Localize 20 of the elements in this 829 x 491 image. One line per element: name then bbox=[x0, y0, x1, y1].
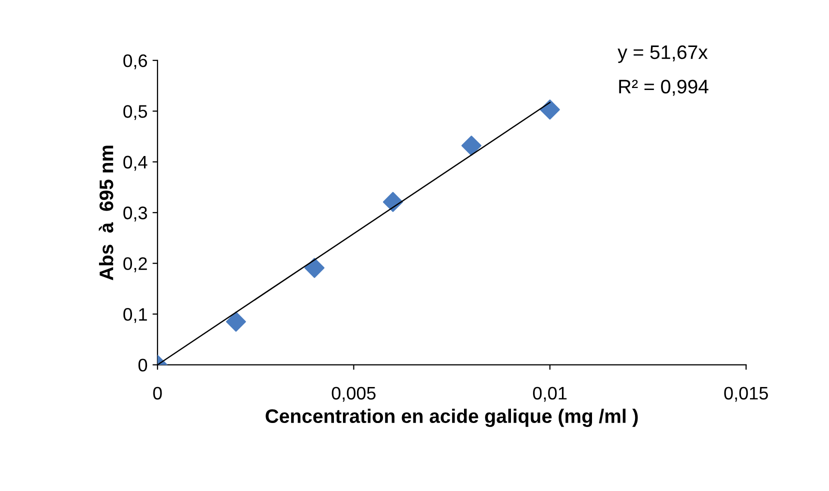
point bbox=[226, 312, 246, 332]
y-tick-label: 0 bbox=[138, 358, 148, 372]
annotation: R² = 0,994 bbox=[619, 80, 708, 96]
point bbox=[540, 100, 560, 120]
y-tick-label: 0,1 bbox=[123, 308, 147, 323]
x-tick-label: 0,015 bbox=[724, 386, 768, 402]
x-tick-label: 0,005 bbox=[332, 386, 376, 402]
y-tick-label: 0,4 bbox=[123, 156, 148, 171]
y-tick-label: 0,3 bbox=[123, 206, 147, 222]
point bbox=[461, 136, 482, 156]
x-tick-label: 0 bbox=[153, 386, 162, 400]
y-tick-label: 0,2 bbox=[123, 257, 147, 272]
point bbox=[304, 258, 324, 278]
y-tick-label: 0,5 bbox=[123, 105, 148, 120]
y-tick-label: 0,6 bbox=[123, 54, 147, 70]
point bbox=[382, 192, 403, 212]
y-axis-title: Abs à 695 nm bbox=[98, 146, 114, 280]
x-tick-label: 0,01 bbox=[533, 386, 567, 402]
annotation: y = 51,67x bbox=[618, 45, 708, 63]
x-axis-title: Cencentration en acide galique (mg /ml ) bbox=[266, 408, 638, 427]
